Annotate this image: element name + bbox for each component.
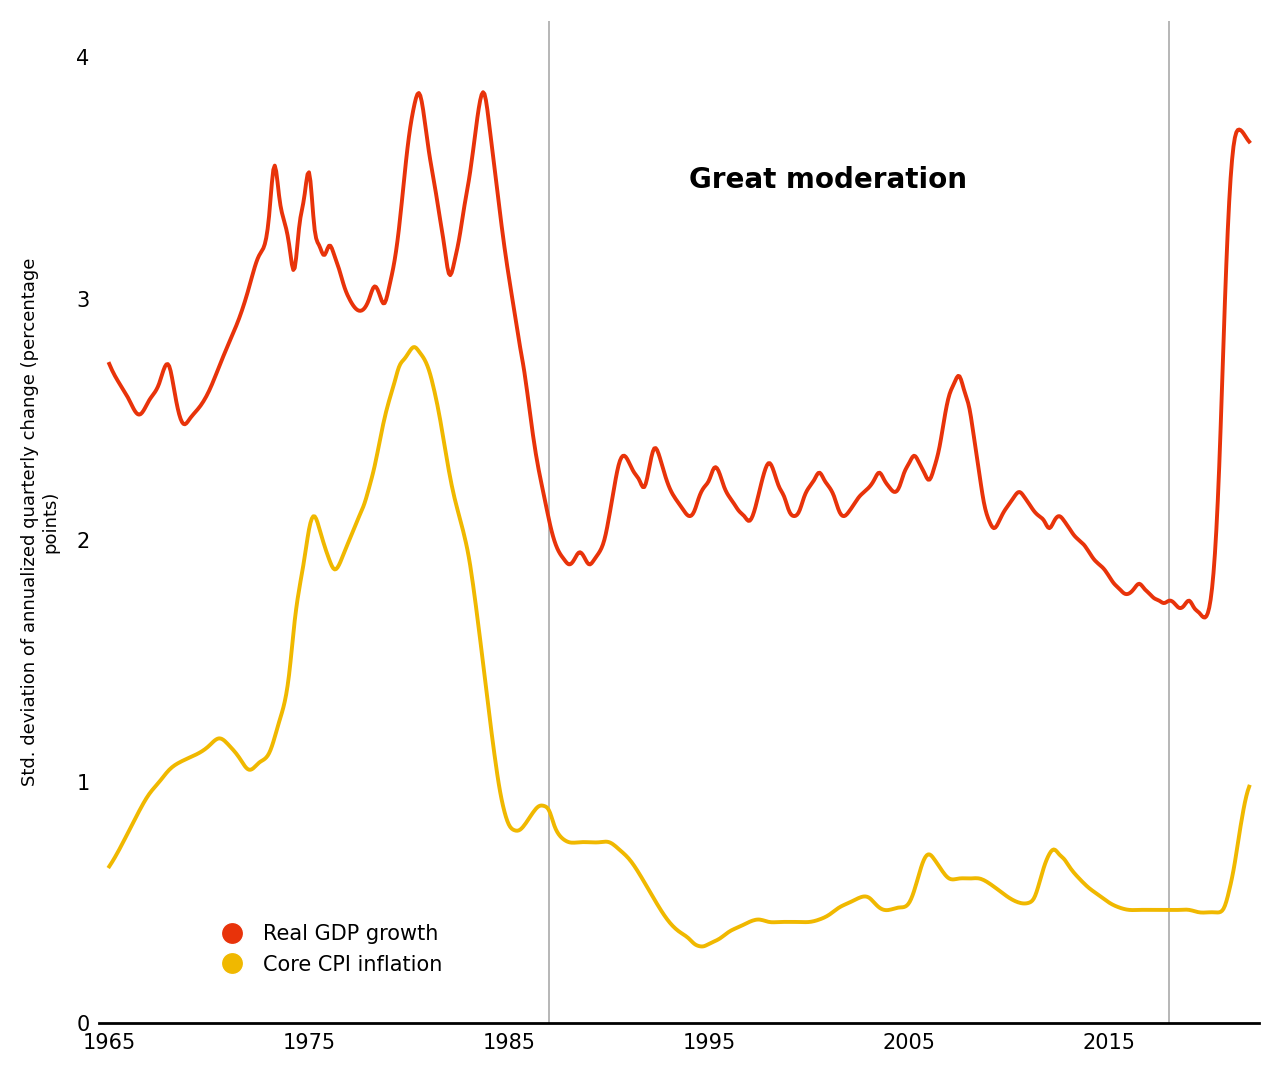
Legend: Real GDP growth, Core CPI inflation: Real GDP growth, Core CPI inflation: [202, 916, 451, 983]
Y-axis label: Std. deviation of annualized quarterly change (percentage
points): Std. deviation of annualized quarterly c…: [20, 258, 60, 786]
Text: Great moderation: Great moderation: [689, 165, 968, 193]
